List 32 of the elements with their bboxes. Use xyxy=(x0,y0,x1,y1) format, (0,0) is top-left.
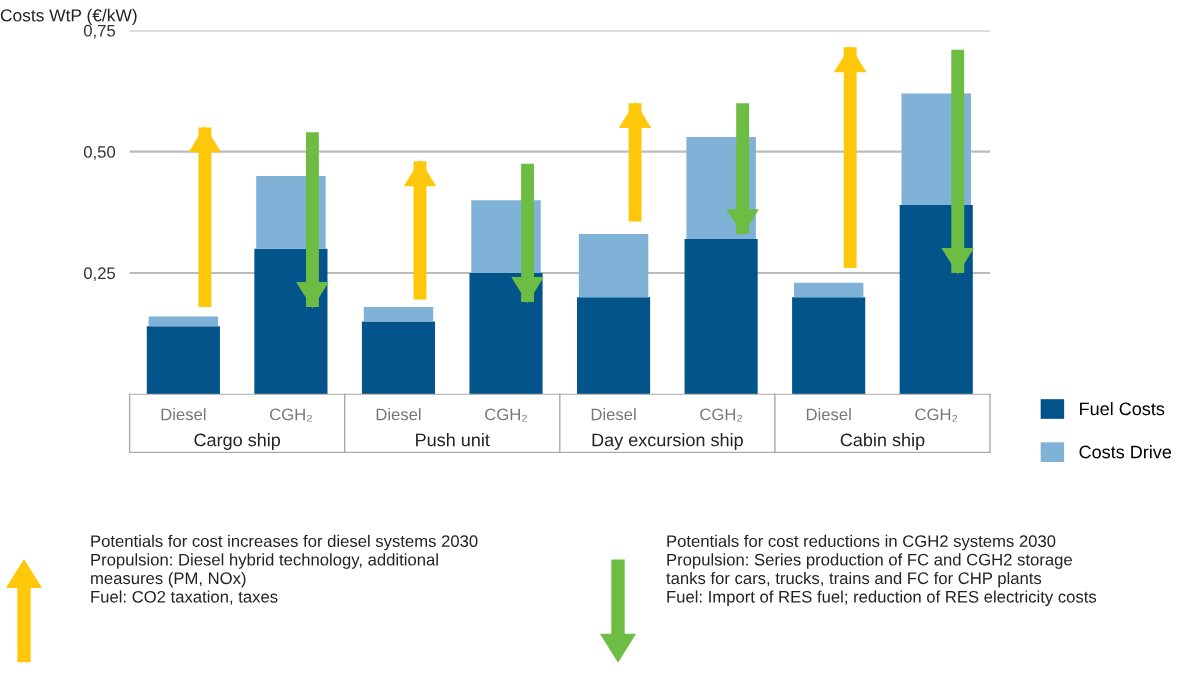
legend-label: Costs Drive xyxy=(1079,445,1172,459)
bar xyxy=(578,234,649,298)
bar xyxy=(577,297,651,395)
x-tick-label: CGH₂ xyxy=(485,408,527,422)
bar xyxy=(792,297,866,395)
text: Cargo ship xyxy=(194,433,281,450)
x-tick-label: CGH₂ xyxy=(915,408,958,422)
legend-label: Fuel Costs xyxy=(1080,401,1165,416)
text: Cabin ship xyxy=(840,433,925,450)
x-tick-label: Diesel xyxy=(591,408,636,421)
bar xyxy=(684,238,758,395)
y-tick-label: 0,25 xyxy=(83,267,116,282)
x-tick-label: Diesel xyxy=(376,408,421,421)
bar xyxy=(361,321,436,395)
text: Potentials for cost increases for diesel systems 2030 Propulsion: Diesel hybrid technology, additional measures (PM, NOx) Fuel: CO2 taxation, taxes xyxy=(91,534,478,605)
x-tick-label: Diesel xyxy=(806,408,851,421)
bar xyxy=(899,205,973,395)
y-tick-label: 0,50 xyxy=(83,146,116,160)
x-tick-label: Diesel xyxy=(161,408,206,421)
bar xyxy=(148,316,219,327)
bar xyxy=(146,326,220,395)
bar xyxy=(469,272,543,395)
text: Day excursion ship xyxy=(592,433,743,450)
y-tick-label: 0,75 xyxy=(83,24,116,39)
bar xyxy=(363,306,434,322)
text: Potentials for cost reductions in CGH2 systems 2030 Propulsion: Series production of FC and CGH2 storage tanks for cars, trucks, trains and FC for CHP plants Fuel: Import of RES fuel; reduction of RES electricity costs xyxy=(666,534,1097,606)
x-tick-label: CGH₂ xyxy=(700,408,743,422)
bar xyxy=(254,248,328,395)
x-tick-label: CGH₂ xyxy=(270,408,312,422)
y-axis-title: Costs WtP (€/kW) xyxy=(0,8,137,25)
bar xyxy=(793,282,864,298)
text: Push unit xyxy=(416,433,490,447)
